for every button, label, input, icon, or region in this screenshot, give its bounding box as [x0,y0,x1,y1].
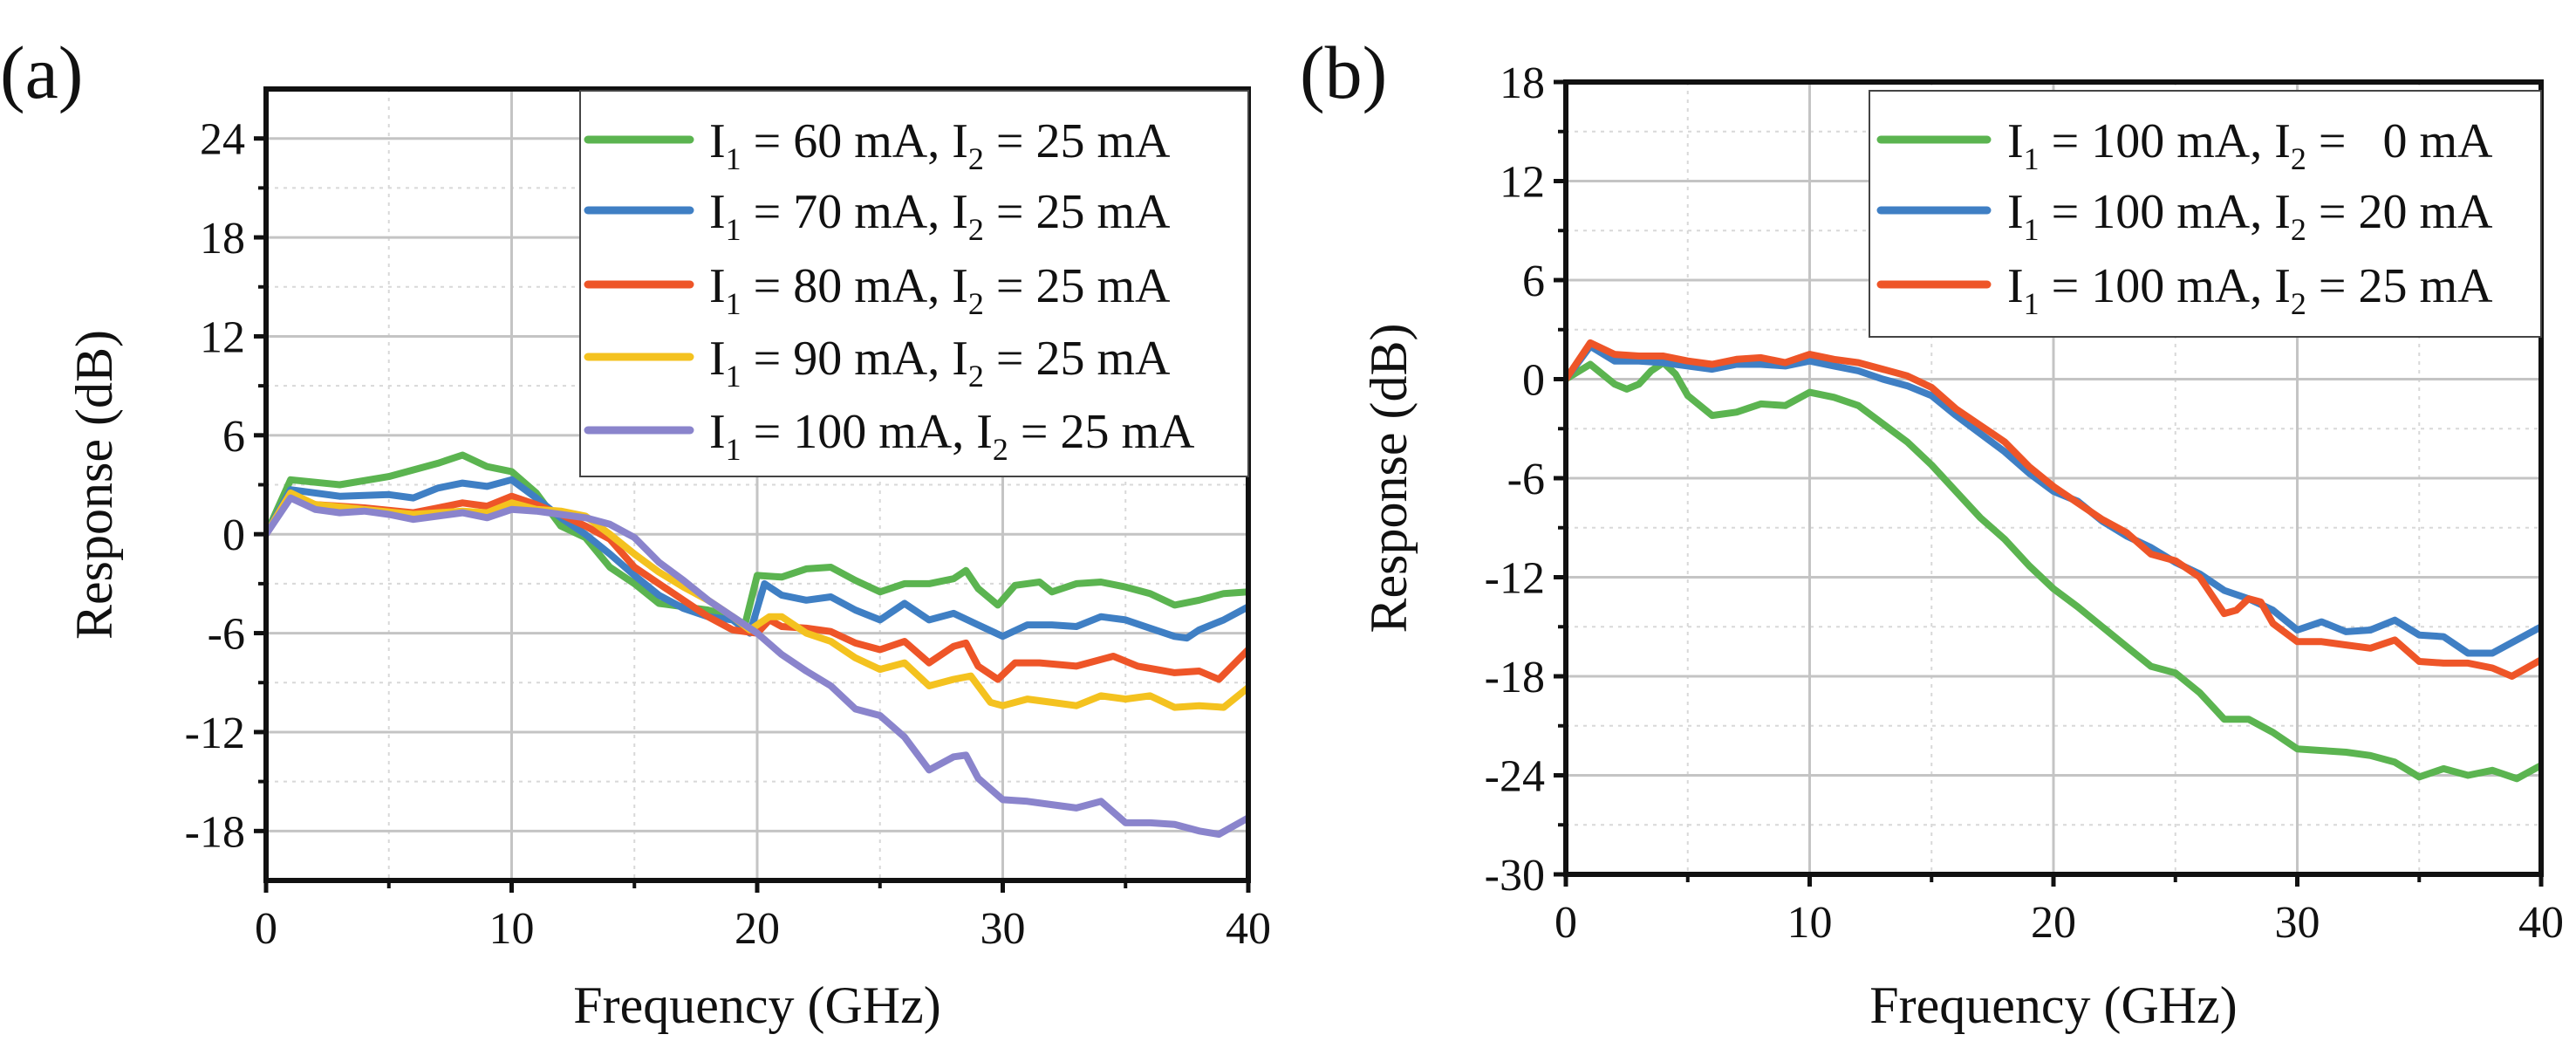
legend-subscript: 1 [726,359,741,394]
x-tick-label: 40 [2518,898,2564,948]
legend-text: I [709,405,726,459]
y-tick-label: -12 [185,709,245,758]
series-line-4 [266,494,1248,839]
y-tick-label: -6 [1507,455,1545,504]
y-tick-label: -6 [208,610,245,660]
y-tick-label: 18 [200,214,245,264]
legend-subscript: 1 [2024,212,2040,247]
legend-subscript: 1 [726,141,741,176]
legend-subscript: 2 [968,359,984,394]
legend-text: = 80 mA, I [741,259,968,313]
x-tick-label: 0 [1554,898,1577,948]
legend-text: = 100 mA, I [2040,114,2291,168]
legend-text: = 25 mA [984,332,1171,386]
legend-text: = 90 mA, I [741,332,968,386]
legend-subscript: 1 [726,286,741,321]
y-tick-label: 6 [1522,257,1545,306]
legend-subscript: 1 [2024,141,2040,176]
legend-text: I [709,259,726,313]
y-tick-label: 24 [200,115,245,165]
legend-entry: I1 = 100 mA, I2 = 20 mA [2007,185,2493,247]
series-line-1 [266,476,1248,642]
legend-entry: I1 = 90 mA, I2 = 25 mA [709,332,1171,394]
panel-label: (a) [0,31,83,114]
legend-text: = 25 mA [984,114,1171,168]
series-line-2 [1566,339,2541,680]
y-tick-label: -30 [1485,851,1545,901]
legend-subscript: 2 [2291,141,2306,176]
legend-subscript: 1 [726,212,741,247]
x-tick-label: 30 [981,904,1026,954]
legend-subscript: 2 [993,432,1008,467]
legend-text: I [709,332,726,386]
legend-subscript: 2 [2291,212,2306,247]
y-tick-label: 12 [1500,158,1545,208]
legend-text: I [2007,185,2024,239]
legend-text: = 100 mA, I [2040,259,2291,313]
legend-text: = 0 mA [2306,114,2493,168]
legend-text: = 25 mA [2306,259,2493,313]
x-tick-label: 20 [2031,898,2076,948]
legend-text: = 25 mA [984,185,1171,239]
panel-label: (b) [1300,31,1387,114]
y-tick-label: 6 [222,412,245,462]
legend-subscript: 2 [968,141,984,176]
legend-entry: I1 = 60 mA, I2 = 25 mA [709,114,1171,176]
legend-entry: I1 = 100 mA, I2 = 25 mA [2007,259,2493,321]
y-axis-label: Response (dB) [1360,324,1418,634]
legend-text: = 100 mA, I [2040,185,2291,239]
y-tick-label: 0 [1522,356,1545,406]
legend-subscript: 2 [2291,286,2306,321]
y-tick-label: -24 [1485,752,1545,802]
y-tick-label: -18 [1485,653,1545,702]
legend-text: = 60 mA, I [741,114,968,168]
x-tick-label: 40 [1226,904,1271,954]
x-tick-label: 30 [2275,898,2320,948]
y-tick-label: 12 [200,312,245,362]
x-axis-label: Frequency (GHz) [573,976,941,1034]
series-line-0 [1566,359,2541,783]
legend-text: = 25 mA [1008,405,1195,459]
series-line-2 [266,492,1248,683]
legend-text: I [709,114,726,168]
legend-subscript: 2 [968,286,984,321]
y-tick-label: -18 [185,807,245,857]
legend-text: = 25 mA [984,259,1171,313]
x-tick-label: 0 [255,904,277,954]
x-axis-label: Frequency (GHz) [1869,976,2238,1034]
legend-text: I [709,185,726,239]
y-tick-label: 18 [1500,58,1545,108]
legend-text: = 100 mA, I [741,405,993,459]
legend-text: = 20 mA [2306,185,2493,239]
x-tick-label: 10 [1787,898,1833,948]
legend-text: = 70 mA, I [741,185,968,239]
x-tick-label: 10 [489,904,535,954]
legend-entry: I1 = 100 mA, I2 = 0 mA [2007,114,2493,176]
legend-entry: I1 = 80 mA, I2 = 25 mA [709,259,1171,321]
series-line-3 [266,489,1248,711]
series-line-0 [266,451,1248,629]
plot-frame [1563,79,2544,877]
legend-subscript: 1 [726,432,741,467]
y-axis-label: Response (dB) [65,330,123,640]
y-tick-label: -12 [1485,554,1545,604]
legend-entry: I1 = 100 mA, I2 = 25 mA [709,405,1195,467]
legend-text: I [2007,114,2024,168]
legend-entry: I1 = 70 mA, I2 = 25 mA [709,185,1171,247]
x-tick-label: 20 [735,904,780,954]
y-tick-label: 0 [222,510,245,560]
legend-subscript: 1 [2024,286,2040,321]
legend-subscript: 2 [968,212,984,247]
series-line-1 [1566,342,2541,657]
legend-text: I [2007,259,2024,313]
plot-frame [263,86,1251,883]
